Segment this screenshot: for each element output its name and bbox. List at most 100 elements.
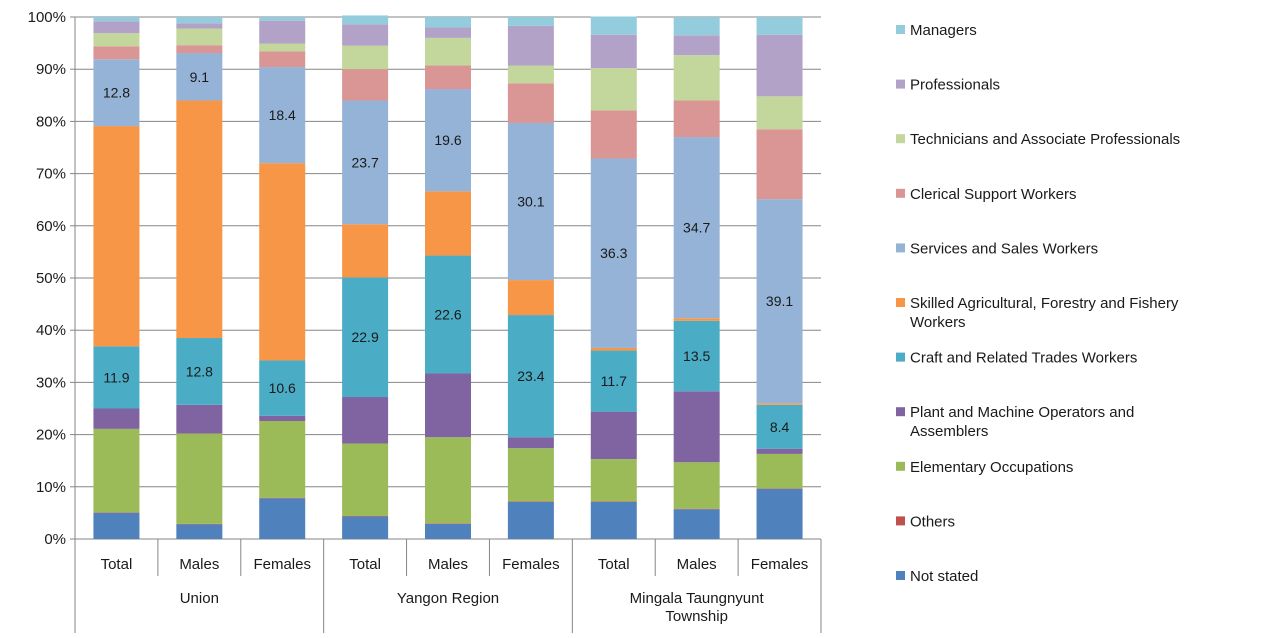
bar-segment-technicians-and-associate-professionals [342,45,389,70]
bar-segment-skilled-agricultural-forestry-and-fishery-workers [176,100,223,339]
bar-segment-technicians-and-associate-professionals [93,33,140,47]
bar-segment-services-and-sales-workers [259,67,306,164]
bar-segment-services-and-sales-workers [590,158,637,348]
x-tick-label: Total [101,556,133,573]
legend-label: Assemblers [910,423,988,440]
bar-segment-skilled-agricultural-forestry-and-fishery-workers [425,191,471,256]
y-tick-label: 30% [36,374,66,391]
legend-label: Workers [910,314,966,331]
bar-segment-others [590,501,637,502]
legend-swatch [896,25,905,34]
bar-segment-elementary-occupations [673,462,720,509]
data-label: 8.4 [770,419,790,435]
data-label: 19.6 [434,132,461,148]
bar-segment-managers [425,17,471,28]
data-label: 23.4 [517,368,544,384]
data-label: 13.5 [683,348,710,364]
bar-segment-professionals [425,27,471,38]
bar-segment-elementary-occupations [507,448,554,502]
legend-label: Professionals [910,77,1000,94]
bar-segment-clerical-support-workers [756,129,803,200]
bar-segment-craft-and-related-trades-workers [673,320,720,392]
bar-segment-managers [342,15,389,25]
data-label: 34.7 [683,220,710,236]
legend-swatch [896,188,905,198]
bar-segment-skilled-agricultural-forestry-and-fishery-workers [507,280,554,316]
bar-segment-clerical-support-workers [507,83,554,123]
bar-segment-professionals [673,35,720,56]
bar-segment-services-and-sales-workers [425,89,471,192]
bar-segment-not-stated [507,501,554,539]
bar-segment-plant-and-machine-operators-and-assemblers [756,448,803,454]
legend-swatch [896,571,905,580]
bar-segment-technicians-and-associate-professionals [673,55,720,101]
bar-segment-technicians-and-associate-professionals [590,68,637,111]
bar-segment-elementary-occupations [342,443,389,517]
bar-segment-plant-and-machine-operators-and-assemblers [673,391,720,463]
legend-label: Clerical Support Workers [910,186,1076,203]
data-label: 18.4 [269,107,296,123]
bar-segment-technicians-and-associate-professionals [259,43,306,52]
legend-swatch [896,134,905,144]
bar-segment-managers [176,17,223,24]
data-label: 11.9 [103,369,129,385]
bar-segment-professionals [259,20,306,44]
y-tick-label: 80% [36,113,66,130]
bar-segment-plant-and-machine-operators-and-assemblers [507,437,554,449]
bar-segment-not-stated [590,501,637,539]
legend-swatch [896,516,905,526]
legend-label: Craft and Related Trades Workers [910,350,1137,367]
bar-segment-clerical-support-workers [673,100,720,138]
bar-segment-managers [756,17,803,35]
y-tick-label: 20% [36,427,66,444]
bar-segment-plant-and-machine-operators-and-assemblers [342,397,389,444]
bar-segment-not-stated [176,524,223,539]
bar-segment-not-stated [756,488,803,539]
legend-swatch [896,352,905,362]
bar-segment-craft-and-related-trades-workers [93,346,140,409]
data-label: 11.7 [601,373,627,389]
bar-segment-craft-and-related-trades-workers [342,277,389,398]
bar-segment-managers [259,17,306,21]
bar-segment-plant-and-machine-operators-and-assemblers [176,404,223,434]
bar-segment-plant-and-machine-operators-and-assemblers [425,373,471,438]
data-label: 22.9 [351,329,378,345]
bar-segment-elementary-occupations [259,421,306,498]
legend-label: Others [910,513,955,530]
x-tick-label: Total [598,556,630,573]
bar-segment-others [342,516,389,517]
bar-segment-skilled-agricultural-forestry-and-fishery-workers [673,318,720,321]
legend-label: Skilled Agricultural, Forestry and Fishe… [910,295,1179,312]
x-tick-label: Females [502,556,560,573]
bar-segment-plant-and-machine-operators-and-assemblers [590,411,637,460]
x-tick-label: Total [349,556,381,573]
bar-segment-clerical-support-workers [93,46,140,60]
data-label: 9.1 [190,69,210,85]
y-tick-label: 70% [36,166,66,183]
bar-segment-clerical-support-workers [425,65,471,90]
bar-segment-professionals [756,34,803,97]
bar-segment-not-stated [673,509,720,539]
bar-segment-services-and-sales-workers [342,100,389,225]
x-group-label: Union [180,590,219,607]
bar-segment-not-stated [93,512,140,539]
y-tick-label: 50% [36,270,66,287]
bar-segment-elementary-occupations [93,428,140,513]
bar-segment-services-and-sales-workers [673,137,720,319]
bar-segment-professionals [342,24,389,46]
data-label: 22.6 [434,307,461,323]
data-label: 10.6 [269,380,296,396]
bar-segment-others [507,501,554,502]
bar-segment-professionals [93,21,140,34]
x-tick-label: Males [428,556,468,573]
bar-segment-others [259,497,306,499]
x-group-label: Township [665,608,728,625]
y-tick-label: 100% [28,9,66,26]
legend-label: Managers [910,22,977,39]
y-tick-label: 0% [44,531,66,548]
bar-segment-managers [590,16,637,35]
legend-label: Plant and Machine Operators and [910,404,1134,421]
legend-swatch [896,79,905,89]
bar-segment-services-and-sales-workers [176,53,223,101]
